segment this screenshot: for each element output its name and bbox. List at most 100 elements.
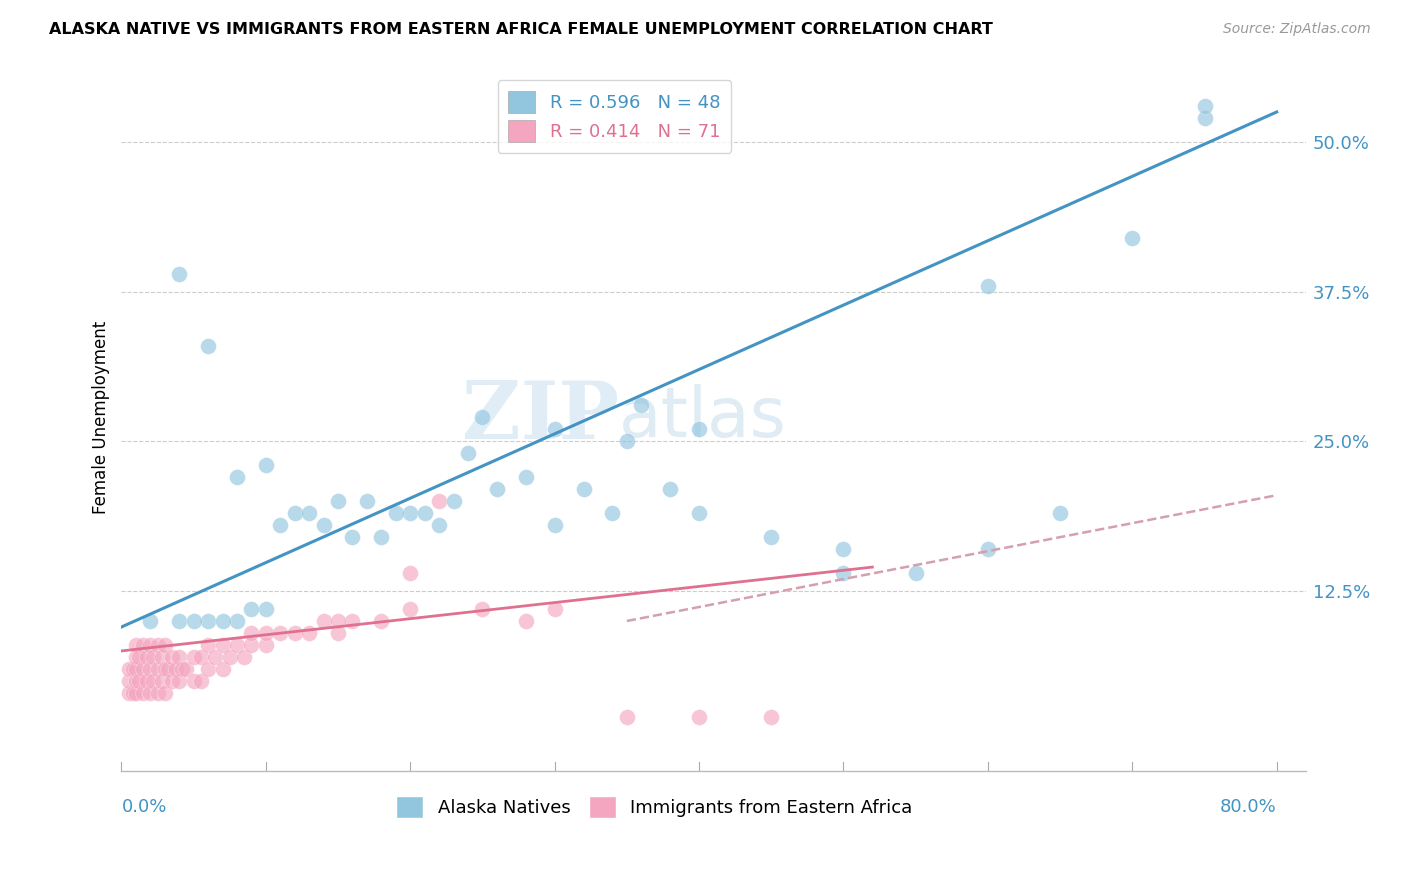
Point <box>136 649 159 664</box>
Point <box>443 494 465 508</box>
Point <box>153 662 176 676</box>
Point <box>1194 111 1216 125</box>
Point <box>176 662 198 676</box>
Point <box>197 614 219 628</box>
Point <box>312 614 335 628</box>
Point <box>298 506 321 520</box>
Point <box>153 686 176 700</box>
Point <box>616 710 638 724</box>
Point <box>132 638 155 652</box>
Point <box>269 626 291 640</box>
Point <box>326 626 349 640</box>
Point <box>761 530 783 544</box>
Text: atlas: atlas <box>619 384 787 450</box>
Point <box>160 673 183 688</box>
Point <box>125 673 148 688</box>
Point <box>977 278 1000 293</box>
Point <box>399 566 422 580</box>
Point <box>399 602 422 616</box>
Text: Source: ZipAtlas.com: Source: ZipAtlas.com <box>1223 22 1371 37</box>
Point <box>254 638 277 652</box>
Point <box>128 649 150 664</box>
Point <box>146 686 169 700</box>
Point <box>146 638 169 652</box>
Point <box>240 638 263 652</box>
Point <box>543 422 565 436</box>
Text: ALASKA NATIVE VS IMMIGRANTS FROM EASTERN AFRICA FEMALE UNEMPLOYMENT CORRELATION : ALASKA NATIVE VS IMMIGRANTS FROM EASTERN… <box>49 22 993 37</box>
Point <box>616 434 638 449</box>
Point <box>543 518 565 533</box>
Point <box>326 614 349 628</box>
Point <box>218 649 240 664</box>
Point <box>342 530 364 544</box>
Text: 0.0%: 0.0% <box>121 798 167 816</box>
Point <box>172 662 194 676</box>
Point <box>167 614 190 628</box>
Point <box>326 494 349 508</box>
Point <box>471 602 494 616</box>
Point <box>211 614 233 628</box>
Point <box>515 614 537 628</box>
Point <box>211 662 233 676</box>
Point <box>118 662 141 676</box>
Point <box>156 662 179 676</box>
Point <box>197 662 219 676</box>
Point <box>226 470 249 484</box>
Point <box>761 710 783 724</box>
Point <box>284 506 307 520</box>
Point <box>204 649 226 664</box>
Point <box>688 710 710 724</box>
Point <box>977 542 1000 557</box>
Point <box>139 686 162 700</box>
Point <box>399 506 422 520</box>
Point <box>471 410 494 425</box>
Point <box>254 626 277 640</box>
Point <box>165 662 187 676</box>
Point <box>427 518 450 533</box>
Point <box>160 649 183 664</box>
Point <box>118 673 141 688</box>
Point <box>139 614 162 628</box>
Point <box>150 649 173 664</box>
Point <box>132 686 155 700</box>
Point <box>904 566 927 580</box>
Point <box>125 662 148 676</box>
Point <box>139 638 162 652</box>
Point <box>1049 506 1071 520</box>
Point <box>572 482 595 496</box>
Point <box>153 638 176 652</box>
Point <box>197 338 219 352</box>
Point <box>659 482 682 496</box>
Point <box>183 614 205 628</box>
Point <box>1194 99 1216 113</box>
Point <box>142 673 165 688</box>
Point <box>688 506 710 520</box>
Point <box>125 638 148 652</box>
Point <box>142 649 165 664</box>
Point <box>233 649 256 664</box>
Point <box>146 662 169 676</box>
Legend: Alaska Natives, Immigrants from Eastern Africa: Alaska Natives, Immigrants from Eastern … <box>389 789 920 825</box>
Point <box>602 506 624 520</box>
Point <box>167 267 190 281</box>
Point <box>269 518 291 533</box>
Point <box>356 494 378 508</box>
Point <box>190 649 212 664</box>
Point <box>298 626 321 640</box>
Point <box>240 602 263 616</box>
Point <box>832 542 855 557</box>
Point <box>240 626 263 640</box>
Point <box>1121 231 1143 245</box>
Point <box>122 662 145 676</box>
Point <box>370 614 392 628</box>
Point <box>688 422 710 436</box>
Point <box>211 638 233 652</box>
Point <box>630 398 652 412</box>
Point <box>226 638 249 652</box>
Point <box>832 566 855 580</box>
Point <box>342 614 364 628</box>
Point <box>167 649 190 664</box>
Point <box>413 506 436 520</box>
Point <box>132 662 155 676</box>
Point <box>254 602 277 616</box>
